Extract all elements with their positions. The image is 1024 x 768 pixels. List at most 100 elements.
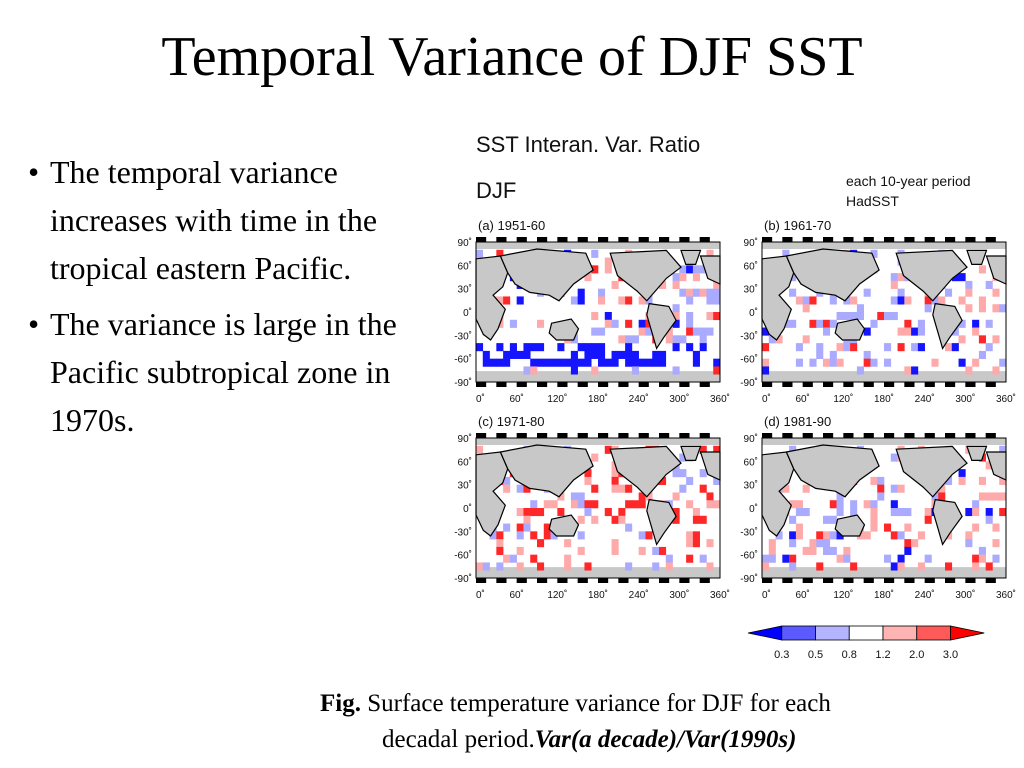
lon-tick-label: 120˚ bbox=[547, 589, 567, 601]
frame-tick bbox=[516, 382, 527, 387]
frame-tick bbox=[985, 382, 996, 387]
continent-shape bbox=[895, 445, 968, 498]
bullet-item: • The variance is large in the Pacific s… bbox=[28, 300, 428, 444]
bullet-text: The temporal variance increases with tim… bbox=[50, 154, 378, 286]
lon-tick-label: 300˚ bbox=[669, 393, 689, 405]
frame-tick bbox=[516, 237, 527, 242]
colorbar-label: 3.0 bbox=[943, 649, 958, 661]
frame-tick bbox=[577, 578, 588, 583]
frame-tick bbox=[659, 578, 670, 583]
bullet-marker: • bbox=[28, 306, 40, 342]
lat-tick-label: -90˚ bbox=[454, 573, 472, 585]
continent-shape bbox=[680, 249, 702, 265]
frame-tick bbox=[884, 578, 895, 583]
lon-tick-label: 360˚ bbox=[710, 393, 730, 405]
frame-tick bbox=[802, 578, 813, 583]
lon-tick-label: 60˚ bbox=[795, 589, 809, 601]
frame-tick bbox=[618, 578, 629, 583]
frame-ticks bbox=[762, 433, 996, 583]
caption-text: Surface temperature variance for DJF for… bbox=[367, 690, 831, 717]
frame-tick bbox=[823, 578, 834, 583]
lon-tick-label: 60˚ bbox=[795, 393, 809, 405]
frame-tick bbox=[476, 382, 487, 387]
frame-tick bbox=[638, 433, 649, 438]
continent-shape bbox=[548, 318, 580, 341]
frame-tick bbox=[924, 578, 935, 583]
continent-shape bbox=[785, 444, 880, 498]
frame-tick bbox=[537, 382, 548, 387]
continent-shape bbox=[609, 249, 682, 302]
bullet-text: The variance is large in the Pacific sub… bbox=[50, 306, 397, 438]
frame-tick bbox=[965, 578, 976, 583]
frame-tick bbox=[557, 382, 568, 387]
lon-tick-label: 180˚ bbox=[588, 393, 608, 405]
frame-tick bbox=[802, 433, 813, 438]
caption-fig-label: Fig. bbox=[320, 690, 361, 717]
frame-tick bbox=[496, 382, 507, 387]
continent-shape bbox=[966, 445, 988, 461]
colorbar: 0.3 0.5 0.8 1.2 2.0 3.0 bbox=[747, 625, 985, 661]
frame-tick bbox=[863, 382, 874, 387]
figure-season: DJF bbox=[476, 178, 516, 203]
lat-tick-label: -30˚ bbox=[740, 330, 758, 342]
frame-tick bbox=[965, 382, 976, 387]
frame-tick bbox=[884, 382, 895, 387]
frame-tick bbox=[843, 433, 854, 438]
frame-tick bbox=[843, 237, 854, 242]
colorbar-label: 0.3 bbox=[774, 649, 789, 661]
lat-tick-label: 30˚ bbox=[744, 284, 758, 296]
lat-tick-label: 0˚ bbox=[749, 307, 758, 319]
frame-tick bbox=[782, 578, 793, 583]
frame-tick bbox=[802, 382, 813, 387]
continent-shape bbox=[895, 249, 968, 302]
frame-tick bbox=[945, 382, 956, 387]
lat-tick-label: 60˚ bbox=[744, 260, 758, 272]
figure-caption: Fig. Surface temperature variance for DJ… bbox=[320, 686, 1024, 758]
frame-tick bbox=[577, 237, 588, 242]
frame-tick bbox=[782, 237, 793, 242]
frame-tick bbox=[924, 433, 935, 438]
lon-tick-label: 360˚ bbox=[710, 589, 730, 601]
colorbar-label: 1.2 bbox=[875, 649, 890, 661]
frame-tick bbox=[598, 382, 609, 387]
frame-tick bbox=[659, 433, 670, 438]
lat-tick-label: -30˚ bbox=[454, 526, 472, 538]
frame-tick bbox=[598, 433, 609, 438]
slide-title: Temporal Variance of DJF SST bbox=[161, 26, 863, 88]
map-panel: (d) 1981-90 90˚ 60˚ 30˚ 0˚ -30˚ -60˚ -90˚ 0˚ 60˚ 1… bbox=[740, 414, 1016, 601]
frame-tick bbox=[945, 433, 956, 438]
frame-tick bbox=[537, 578, 548, 583]
colorbar-segment bbox=[848, 625, 884, 641]
lat-tick-label: 0˚ bbox=[749, 503, 758, 515]
frame-tick bbox=[699, 382, 710, 387]
lat-tick-label: -90˚ bbox=[740, 573, 758, 585]
lat-tick-label: -60˚ bbox=[454, 354, 472, 366]
frame-tick bbox=[782, 433, 793, 438]
frame-tick bbox=[618, 433, 629, 438]
frame-tick bbox=[659, 382, 670, 387]
arctic-land bbox=[476, 242, 720, 249]
lon-tick-label: 240˚ bbox=[629, 393, 649, 405]
frame-tick bbox=[762, 237, 773, 242]
lat-tick-label: 90˚ bbox=[744, 433, 758, 445]
frame-tick bbox=[496, 237, 507, 242]
continent-shape bbox=[932, 498, 963, 546]
frame-tick bbox=[557, 237, 568, 242]
frame-tick bbox=[762, 382, 773, 387]
lon-tick-label: 0˚ bbox=[476, 589, 485, 601]
caption-line-1: Fig. Surface temperature variance for DJ… bbox=[320, 686, 1024, 722]
colorbar-arrow-right bbox=[950, 625, 985, 641]
frame-tick bbox=[679, 433, 690, 438]
lat-tick-label: -60˚ bbox=[740, 354, 758, 366]
frame-tick bbox=[638, 578, 649, 583]
frame-tick bbox=[557, 433, 568, 438]
caption-text-2: decadal period. bbox=[382, 726, 535, 753]
continent-shape bbox=[609, 445, 682, 498]
lat-tick-label: 60˚ bbox=[744, 456, 758, 468]
frame-tick bbox=[496, 433, 507, 438]
lon-tick-label: 360˚ bbox=[996, 393, 1016, 405]
frame-tick bbox=[699, 433, 710, 438]
frame-tick bbox=[945, 237, 956, 242]
lat-tick-label: -30˚ bbox=[454, 330, 472, 342]
continent-shape bbox=[646, 302, 677, 350]
